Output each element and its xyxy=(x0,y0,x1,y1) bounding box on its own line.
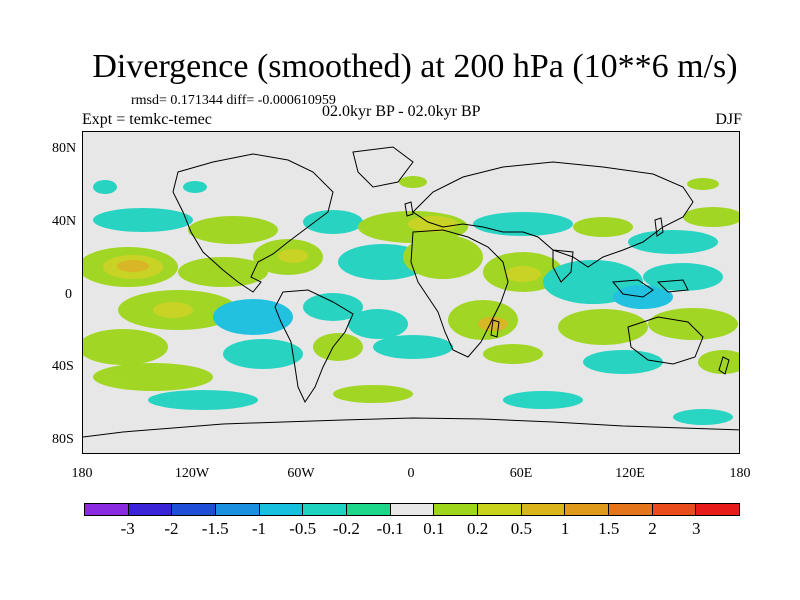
colorbar-label: -2 xyxy=(164,519,179,538)
coastlines xyxy=(83,146,739,438)
map-field xyxy=(83,146,739,438)
colorbar-swatch xyxy=(609,504,653,515)
colorbar-swatch xyxy=(652,504,697,515)
lat-label: 80S xyxy=(52,432,74,447)
season-label: DJF xyxy=(715,111,742,128)
stats-text: rmsd= 0.171344 diff= -0.000610959 xyxy=(131,93,336,108)
colorbar-swatch xyxy=(303,504,348,515)
colorbar-swatch xyxy=(259,504,304,515)
colorbar-swatch xyxy=(390,504,435,515)
map-plot xyxy=(82,131,740,454)
colorbar-swatch xyxy=(172,504,217,515)
colorbar-label: -3 xyxy=(120,519,135,538)
lat-label: 0 xyxy=(65,287,72,302)
colorbar-label: -0.5 xyxy=(289,519,317,538)
period-label: 02.0kyr BP - 02.0kyr BP xyxy=(322,103,481,120)
colorbar-label: -0.2 xyxy=(332,519,360,538)
colorbar-swatch xyxy=(565,504,610,515)
colorbar-label: 2 xyxy=(648,519,657,538)
lon-label: 180 xyxy=(729,466,751,481)
colorbar-label: 0.2 xyxy=(466,519,489,538)
colorbar-swatch xyxy=(347,504,391,515)
lon-label: 60W xyxy=(287,466,315,481)
colorbar-label: -0.1 xyxy=(376,519,404,538)
lon-label: 180 xyxy=(71,466,93,481)
colorbar-swatch xyxy=(434,504,479,515)
experiment-label: Expt = temkc-temec xyxy=(82,111,212,128)
lon-label: 120W xyxy=(174,466,210,481)
colorbar-label: 0.5 xyxy=(510,519,532,538)
lat-label: 80N xyxy=(52,141,77,156)
colorbar-label: 1 xyxy=(560,519,570,538)
colorbar-swatch xyxy=(521,504,566,515)
colorbar-label: 1.5 xyxy=(598,519,620,538)
colorbar-swatch xyxy=(216,504,260,515)
colorbar-swatch xyxy=(696,504,740,515)
colorbar-label: 0.1 xyxy=(423,519,445,538)
colorbar-label: 3 xyxy=(692,519,701,538)
lat-label: 40N xyxy=(52,214,77,229)
colorbar-label: -1.5 xyxy=(201,519,229,538)
colorbar xyxy=(84,503,740,516)
lat-label: 40S xyxy=(52,359,74,374)
colorbar-swatch xyxy=(478,504,522,515)
colorbar-swatch xyxy=(85,504,129,515)
colorbar-label: -1 xyxy=(251,519,267,538)
divergence-field xyxy=(83,176,739,425)
map-title: Divergence (smoothed) at 200 hPa (10**6 … xyxy=(92,48,738,85)
lon-label: 120E xyxy=(615,466,645,481)
colorbar-swatch xyxy=(128,504,173,515)
lon-label: 60E xyxy=(509,466,533,481)
lon-label: 0 xyxy=(407,466,415,481)
